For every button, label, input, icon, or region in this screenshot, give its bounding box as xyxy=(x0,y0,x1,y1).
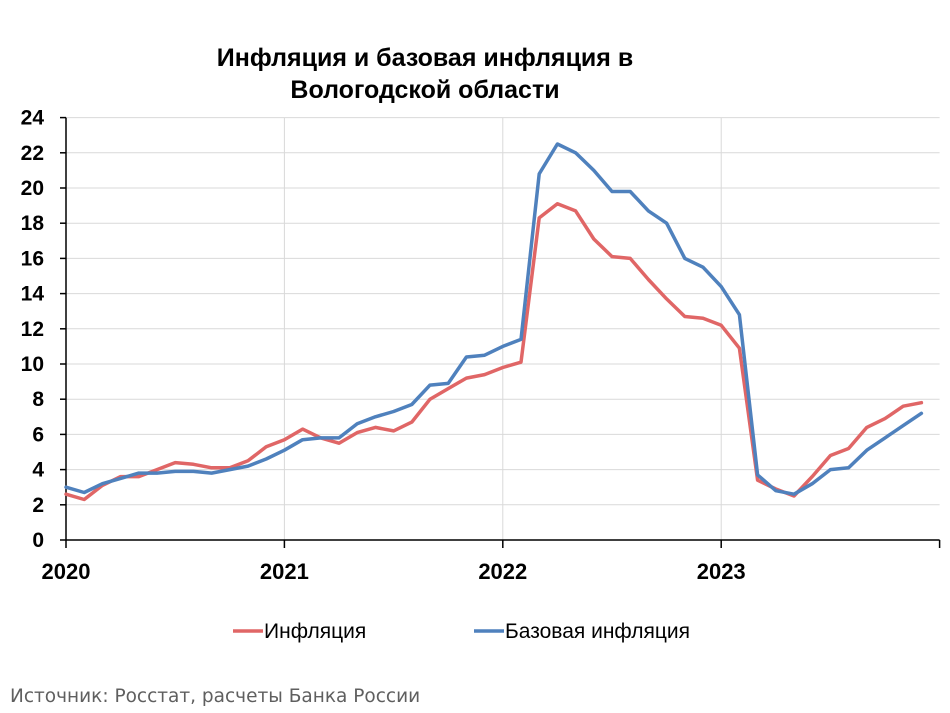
chart-title-line-2: Вологодской области xyxy=(290,76,560,104)
y-tick-label: 14 xyxy=(21,283,45,306)
legend: Инфляция Базовая инфляция xyxy=(233,620,690,643)
chart-title-line-1: Инфляция и базовая инфляция в xyxy=(216,44,634,72)
series-line-core-inflation xyxy=(64,142,924,496)
source-note: Источник: Росстат, расчеты Банка России xyxy=(10,686,421,707)
y-tick-label: 6 xyxy=(32,423,44,446)
gridlines xyxy=(66,117,940,540)
legend-label-inflation: Инфляция xyxy=(264,620,366,643)
axes xyxy=(60,116,941,548)
y-tick-label: 8 xyxy=(32,388,44,411)
y-tick-label: 22 xyxy=(21,142,44,165)
x-tick-label: 2023 xyxy=(697,559,746,584)
series-lines xyxy=(64,142,924,502)
x-tick-label: 2021 xyxy=(260,559,309,584)
y-tick-label: 24 xyxy=(21,107,45,130)
y-tick-label: 4 xyxy=(32,459,44,482)
x-tick-label: 2020 xyxy=(42,559,91,584)
y-tick-label: 0 xyxy=(32,529,44,552)
x-tick-label: 2022 xyxy=(478,559,527,584)
chart-title: Инфляция и базовая инфляция в Вологодско… xyxy=(190,42,660,106)
y-tick-label: 20 xyxy=(21,177,44,200)
y-tick-label: 2 xyxy=(32,494,44,517)
y-tick-label: 10 xyxy=(21,353,44,376)
y-tick-label: 12 xyxy=(21,318,44,341)
y-tick-label: 16 xyxy=(21,247,44,270)
legend-label-core-inflation: Базовая инфляция xyxy=(505,620,690,643)
y-tick-label: 18 xyxy=(21,212,45,235)
x-axis-tick-labels: 2020 2021 2022 2023 xyxy=(42,559,746,584)
